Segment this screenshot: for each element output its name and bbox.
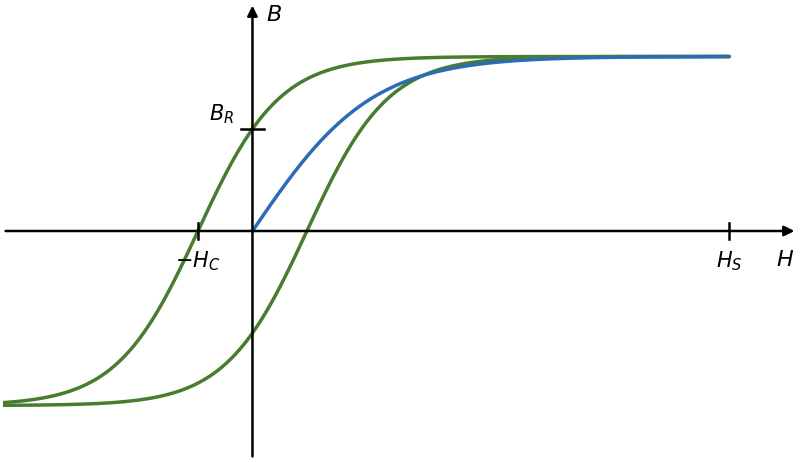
Text: $B_R$: $B_R$ [209, 103, 234, 126]
Text: $H_S$: $H_S$ [716, 250, 742, 274]
Text: $-H_C$: $-H_C$ [175, 250, 221, 274]
Text: H: H [776, 250, 793, 270]
Text: B: B [266, 6, 282, 25]
